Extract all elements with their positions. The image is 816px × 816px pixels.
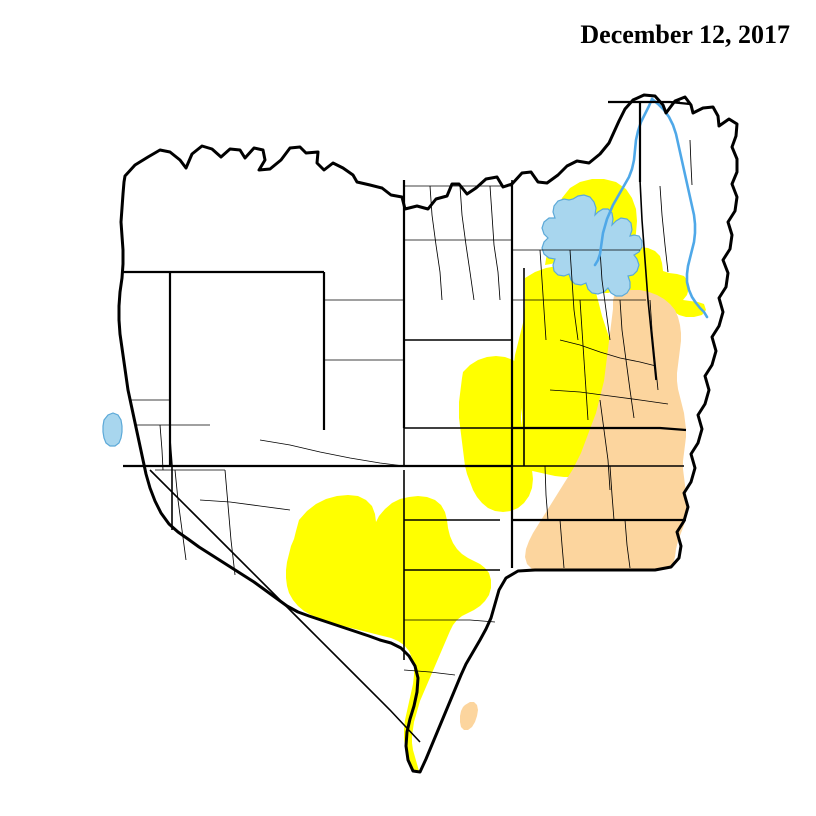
county-line-33 [659,185,669,273]
county-line-4 [489,185,501,301]
county-line-3 [459,185,475,301]
county-line-31 [403,669,456,676]
county-line-30 [404,619,496,623]
county-line-16 [544,465,549,521]
county-line-14 [549,389,669,405]
county-line-24 [174,469,187,561]
county-line-34 [689,139,693,186]
basin-outline [117,93,739,774]
county-line-32 [649,299,659,391]
county-line-27 [259,439,405,467]
wet-area-north-central [541,194,643,297]
county-line-13 [619,299,635,419]
county-line-9 [599,249,611,341]
county-line-15 [599,399,611,491]
d1-area-southeast [525,290,687,570]
river-missouri-lower [650,97,709,319]
county-line-7 [539,249,547,341]
divider-north-border [608,100,691,106]
wet-area-west-small [102,412,123,447]
county-line-18 [559,519,565,569]
boundary-sw-diag [149,469,421,743]
region-wet-abnormally-moist [102,194,643,447]
d1-area-southern-tip [460,702,478,730]
county-line-8 [569,249,579,341]
county-line-11 [559,339,657,367]
county-line-17 [609,465,615,521]
state-dividers [123,100,691,568]
map-title: December 12, 2017 [580,20,790,49]
county-boundaries [130,139,693,676]
d0-area-southern-plains [286,495,491,771]
divider-sd-ne [512,426,687,432]
county-line-19 [624,519,631,569]
basin-outline-path [117,93,739,774]
county-line-25 [224,469,236,576]
region-d1-moderate-drought [460,290,687,730]
county-line-12 [579,299,589,421]
d0-area-lower-central [459,356,533,512]
county-line-26 [199,499,291,511]
boundary-ia-border [639,179,657,381]
county-line-21 [159,424,164,471]
